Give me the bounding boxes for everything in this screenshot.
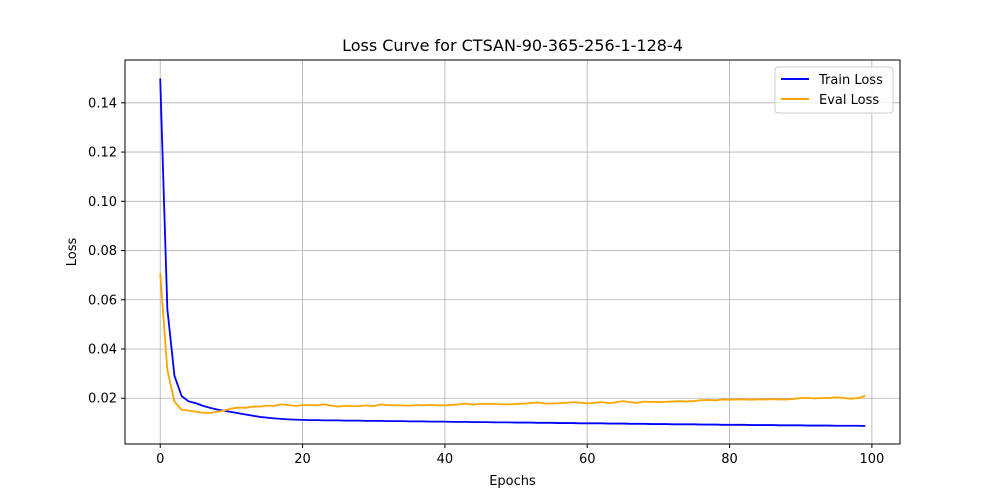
series-lines bbox=[159, 78, 866, 427]
y-axis-label: Loss bbox=[65, 238, 80, 267]
y-tick-label: 0.14 bbox=[88, 96, 117, 111]
series-line-train-loss bbox=[159, 78, 866, 427]
y-tick-label: 0.12 bbox=[88, 146, 117, 161]
legend: Train Loss Eval Loss bbox=[774, 66, 894, 114]
legend-label-eval-loss: Eval Loss bbox=[819, 93, 879, 108]
x-tick-label: 60 bbox=[579, 452, 596, 467]
x-tick-label: 100 bbox=[859, 452, 884, 467]
x-axis-label: Epochs bbox=[489, 474, 536, 489]
legend-label-train-loss: Train Loss bbox=[818, 73, 883, 88]
x-axis-ticks: 0 20 40 60 80 100 bbox=[156, 444, 884, 467]
chart-title: Loss Curve for CTSAN-90-365-256-1-128-4 bbox=[342, 36, 683, 55]
y-tick-label: 0.04 bbox=[88, 342, 117, 357]
plot-area-frame bbox=[124, 59, 901, 445]
y-tick-label: 0.08 bbox=[88, 244, 117, 259]
y-axis-ticks: 0.02 0.04 0.06 0.08 0.10 0.12 0.14 bbox=[88, 96, 125, 407]
x-tick-label: 80 bbox=[721, 452, 738, 467]
series-line-eval-loss bbox=[159, 272, 866, 414]
y-tick-label: 0.02 bbox=[88, 392, 117, 407]
y-tick-label: 0.06 bbox=[88, 293, 117, 308]
y-tick-label: 0.10 bbox=[88, 195, 117, 210]
x-tick-label: 0 bbox=[156, 452, 164, 467]
grid bbox=[125, 60, 900, 444]
x-tick-label: 20 bbox=[294, 452, 311, 467]
x-tick-label: 40 bbox=[437, 452, 454, 467]
